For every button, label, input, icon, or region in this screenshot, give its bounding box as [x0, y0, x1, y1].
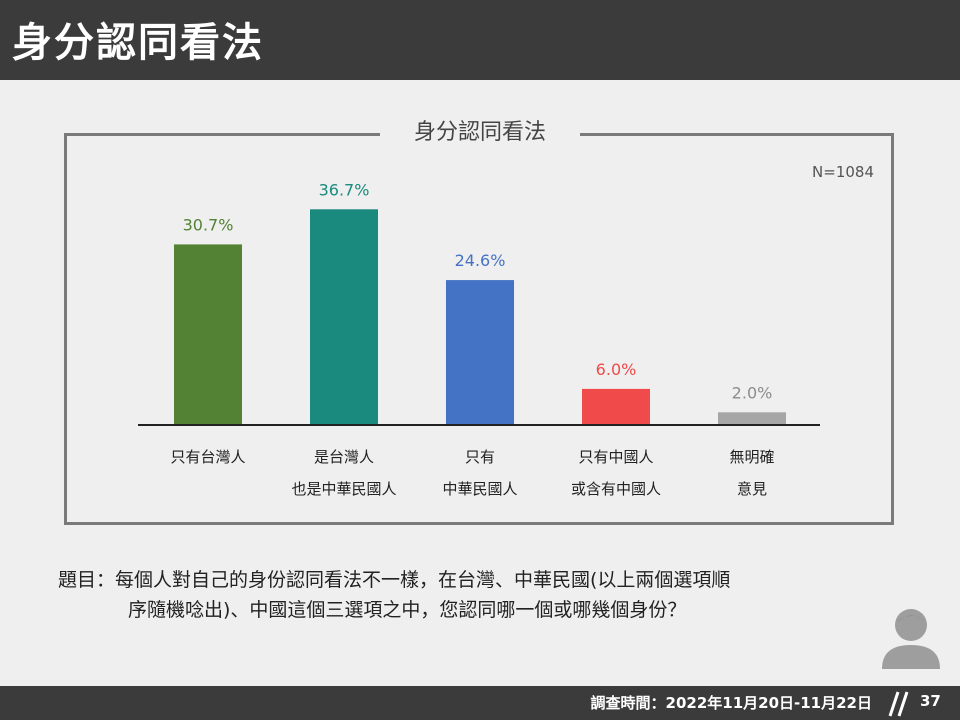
category-label: 只有中國人	[578, 448, 653, 466]
question-text: 題目：每個人對自己的身份認同看法不一樣，在台灣、中華民國(以上兩個選項順 序隨機…	[58, 565, 918, 625]
survey-date: 調查時間：2022年11月20日-11月22日	[590, 694, 872, 712]
question-line-1: 題目：每個人對自己的身份認同看法不一樣，在台灣、中華民國(以上兩個選項順	[58, 569, 731, 591]
category-label: 或含有中國人	[571, 480, 661, 498]
value-label: 6.0%	[596, 360, 637, 379]
bar	[446, 280, 514, 424]
bar	[582, 388, 650, 424]
value-label: 30.7%	[183, 215, 234, 234]
double-slash-icon	[888, 691, 909, 717]
question-line-2: 序隨機唸出)、中國這個三選項之中，您認同哪一個或哪幾個身份？	[128, 599, 687, 621]
category-label: 是台灣人	[314, 448, 374, 466]
page-number: 37	[920, 692, 941, 710]
category-label: 中華民國人	[442, 480, 517, 498]
value-label: 36.7%	[319, 180, 370, 199]
footer-bar: 調查時間：2022年11月20日-11月22日 37	[0, 686, 960, 720]
bar	[174, 244, 242, 424]
bar	[718, 412, 786, 424]
page-title: 身分認同看法	[12, 20, 264, 66]
value-label: 2.0%	[732, 383, 773, 402]
category-label: 意見	[737, 480, 767, 498]
chart-title: 身分認同看法	[380, 116, 580, 150]
value-label: 24.6%	[455, 251, 506, 270]
sample-size-label: N=1084	[812, 163, 874, 181]
category-label: 只有台灣人	[170, 448, 245, 466]
category-label: 只有	[465, 448, 495, 466]
person-icon	[882, 609, 940, 669]
bar	[310, 209, 378, 424]
header-bar: 身分認同看法	[0, 0, 960, 80]
category-label: 也是中華民國人	[291, 480, 396, 498]
category-label: 無明確	[729, 448, 774, 466]
